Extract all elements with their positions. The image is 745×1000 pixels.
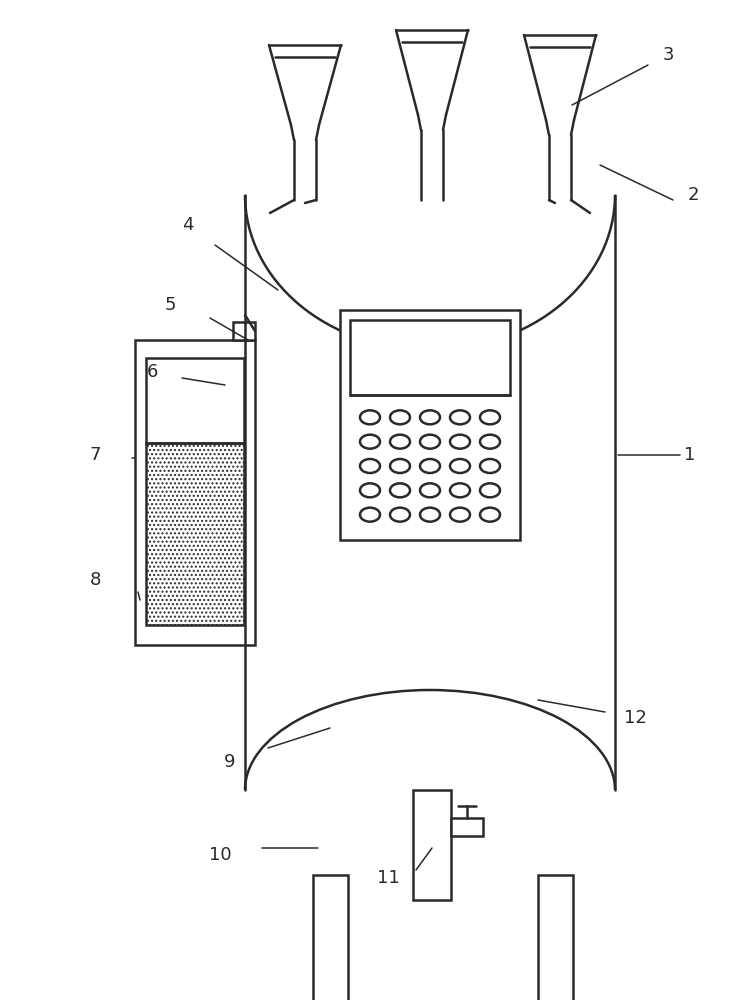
Bar [350,320,510,395]
Text: 6: 6 [146,363,158,381]
Text: 1: 1 [685,446,696,464]
Text: 7: 7 [89,446,101,464]
Text: 5: 5 [164,296,176,314]
Bar [538,875,573,1000]
Bar [146,443,244,625]
Text: 12: 12 [624,709,647,727]
Text: 9: 9 [224,753,235,771]
Bar [146,358,244,443]
Text: 11: 11 [377,869,399,887]
Bar [233,322,255,340]
Bar [413,790,451,900]
Text: 4: 4 [183,216,194,234]
Text: 8: 8 [89,571,101,589]
Text: 10: 10 [209,846,231,864]
Bar [451,818,483,836]
Bar [135,340,255,645]
Text: 2: 2 [687,186,699,204]
Text: 3: 3 [662,46,673,64]
Bar [340,310,520,540]
Bar [313,875,348,1000]
